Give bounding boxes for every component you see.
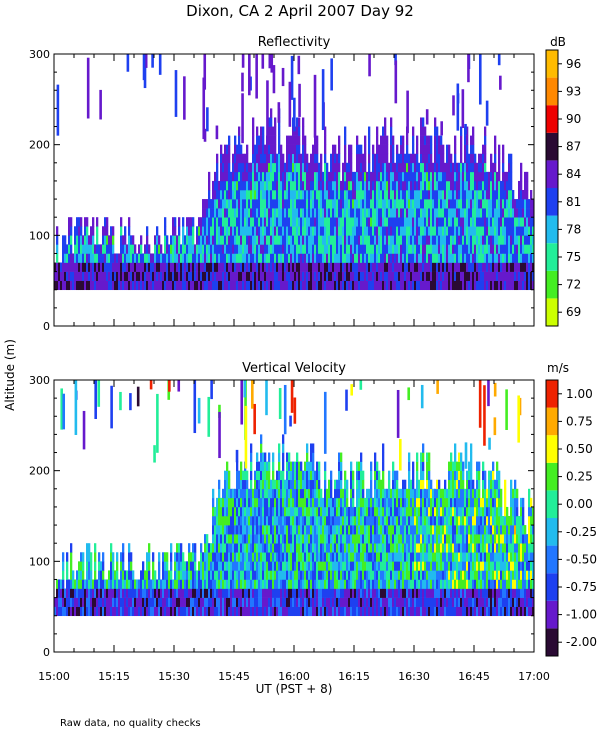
colorbar: -2.00 -1.00 -0.75 -0.50 -0.25 0.00 0.25 0.50 0.7… [545, 361, 597, 657]
reflectivity-panel: Reflectivity 0 100 200 300 69 72 75 78 81 84 87 90 93… [29, 35, 581, 333]
colorbar-swatch [546, 105, 558, 133]
heatmap-field [54, 380, 535, 617]
colorbar-label: -0.50 [566, 552, 597, 566]
colorbar-swatch [546, 407, 558, 436]
colorbar-swatch [546, 545, 558, 574]
colorbar-swatch [546, 132, 558, 161]
colorbar-label: 72 [566, 278, 581, 292]
y-tick-label: 100 [29, 555, 50, 568]
colorbar-swatch [546, 600, 558, 629]
colorbar-label: 93 [566, 84, 581, 98]
x-tick-label: 15:00 [38, 670, 70, 683]
colorbar-label: 75 [566, 250, 581, 264]
y-tick-label: 300 [29, 374, 50, 387]
colorbar-label: 90 [566, 112, 581, 126]
colorbar-swatch [546, 490, 558, 518]
colorbar-label: -0.25 [566, 525, 597, 539]
colorbar-swatch [546, 50, 558, 78]
x-tick-label: 16:15 [338, 670, 370, 683]
colorbar-swatch [546, 160, 558, 188]
y-axis-label: Altitude (m) [3, 339, 17, 411]
panel-title: Vertical Velocity [242, 361, 346, 376]
colorbar-label: 69 [566, 305, 581, 319]
colorbar-label: 0.00 [566, 497, 593, 511]
colorbar-label: 0.50 [566, 442, 593, 456]
colorbar-swatch [546, 215, 558, 244]
x-tick-label: 15:30 [158, 670, 190, 683]
figure-title: Dixon, CA 2 April 2007 Day 92 [186, 2, 414, 20]
colorbar-label: 0.25 [566, 470, 593, 484]
colorbar-swatch [546, 462, 558, 491]
y-tick-label: 300 [29, 48, 50, 61]
y-tick-label: 0 [43, 320, 50, 333]
y-tick-label: 200 [29, 465, 50, 478]
x-tick-label: 15:15 [98, 670, 130, 683]
colorbar-swatch [546, 573, 558, 601]
colorbar-swatch [546, 243, 558, 271]
colorbar-label: 87 [566, 140, 581, 154]
x-tick-label: 17:00 [518, 670, 550, 683]
x-tick-label: 16:45 [458, 670, 490, 683]
colorbar-swatch [546, 628, 558, 656]
x-tick-label: 15:45 [218, 670, 250, 683]
y-tick-label: 0 [43, 646, 50, 659]
vertical-velocity-panel: Vertical Velocity 0 100 200 300 15:00 15:15 15:… [29, 361, 597, 683]
colorbar-swatch [546, 270, 558, 299]
x-axis-label: UT (PST + 8) [256, 682, 333, 696]
y-tick-label: 200 [29, 139, 50, 152]
colorbar-label: -1.00 [566, 608, 597, 622]
heatmap-field [54, 54, 535, 291]
colorbar-label: 84 [566, 167, 581, 181]
x-tick-label: 16:00 [278, 670, 310, 683]
colorbar-label: 81 [566, 195, 581, 209]
colorbar-swatch [546, 77, 558, 106]
colorbar-label: 78 [566, 222, 581, 236]
colorbar-swatch [546, 518, 558, 546]
x-tick-label: 16:30 [398, 670, 430, 683]
colorbar-label: 0.75 [566, 414, 593, 428]
colorbar-label: 96 [566, 57, 581, 71]
colorbar-swatch [546, 435, 558, 463]
colorbar-unit: dB [550, 35, 566, 49]
colorbar-label: 1.00 [566, 387, 593, 401]
colorbar-swatch [546, 380, 558, 408]
colorbar-swatch [546, 298, 558, 326]
panel-title: Reflectivity [258, 35, 331, 50]
colorbar-label: -2.00 [566, 635, 597, 649]
y-tick-label: 100 [29, 229, 50, 242]
colorbar-label: -0.75 [566, 580, 597, 594]
footnote: Raw data, no quality checks [60, 718, 201, 729]
colorbar-unit: m/s [547, 361, 569, 375]
colorbar-swatch [546, 188, 558, 216]
